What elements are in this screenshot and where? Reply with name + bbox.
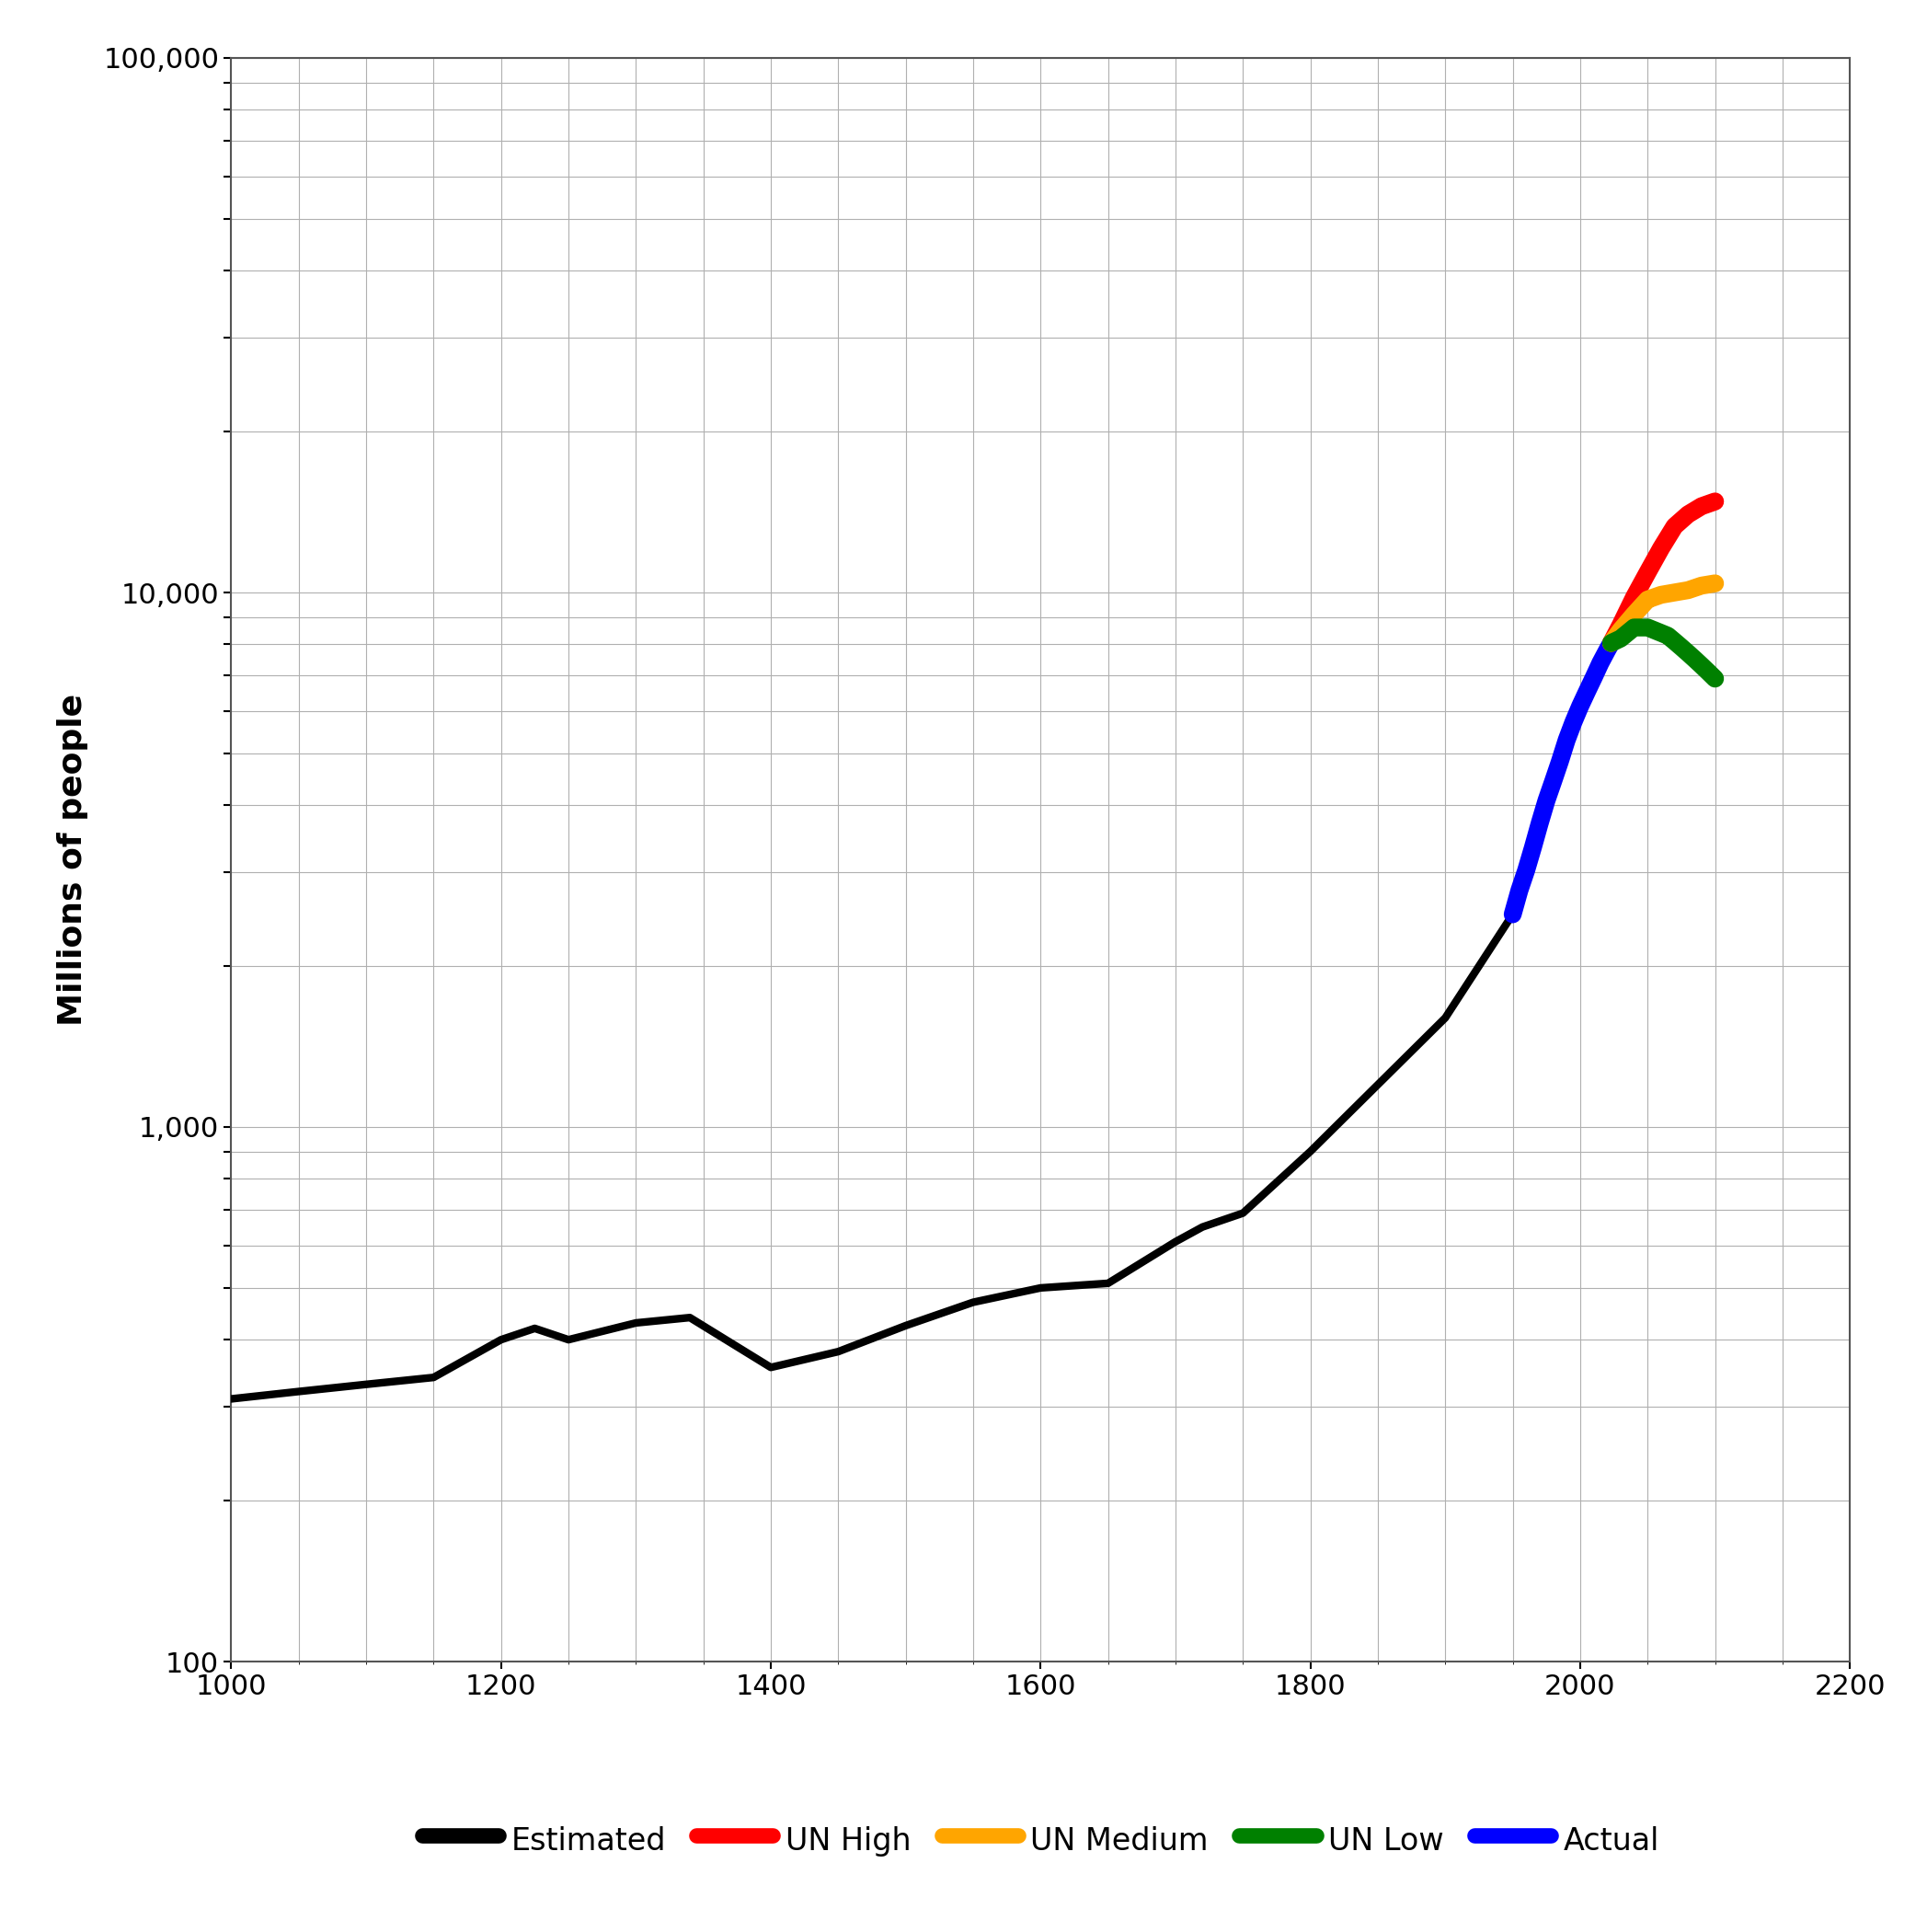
Legend: Estimated, UN High, UN Medium, UN Low, Actual: Estimated, UN High, UN Medium, UN Low, A… [422, 1822, 1659, 1859]
Actual [1555, 728, 1578, 752]
Actual [1534, 788, 1557, 811]
UN Low [1636, 616, 1659, 639]
UN Medium [1663, 582, 1686, 605]
UN Low [1690, 653, 1713, 676]
Estimated [827, 1341, 850, 1364]
UN Low [1676, 641, 1700, 665]
Actual [1549, 750, 1572, 773]
Estimated [1299, 1140, 1322, 1163]
Actual [1569, 696, 1592, 719]
UN High [1636, 560, 1659, 583]
UN Low [1663, 630, 1686, 653]
Actual [1515, 858, 1538, 881]
Estimated [522, 1318, 547, 1341]
UN Medium [1703, 572, 1727, 595]
Estimated [624, 1312, 647, 1335]
Actual [1596, 639, 1619, 663]
Estimated [1191, 1215, 1214, 1238]
UN Medium [1609, 618, 1632, 641]
Estimated [1366, 1072, 1389, 1095]
Line: Estimated: Estimated [231, 914, 1513, 1399]
UN Low [1609, 628, 1632, 651]
Estimated [220, 1387, 243, 1410]
Actual [1599, 632, 1623, 655]
UN Low [1696, 661, 1719, 684]
UN Medium [1623, 603, 1646, 626]
Actual [1576, 680, 1599, 703]
Line: UN High: UN High [1611, 502, 1715, 643]
UN Medium [1676, 578, 1700, 601]
Estimated [557, 1327, 580, 1350]
Estimated [1164, 1231, 1187, 1254]
UN Low [1703, 667, 1727, 690]
Estimated [759, 1356, 782, 1379]
UN Low [1655, 624, 1678, 647]
UN Low [1669, 636, 1692, 659]
Estimated [287, 1379, 310, 1403]
UN Medium [1650, 583, 1673, 607]
Actual [1507, 879, 1530, 902]
UN Medium [1642, 585, 1665, 609]
UN High [1703, 491, 1727, 514]
Actual [1528, 811, 1551, 835]
Actual [1582, 667, 1605, 690]
UN High [1599, 632, 1623, 655]
Estimated [1501, 902, 1524, 925]
Estimated [1231, 1202, 1254, 1225]
UN Low [1599, 632, 1623, 655]
UN Medium [1599, 632, 1623, 655]
Estimated [489, 1327, 513, 1350]
UN High [1650, 537, 1673, 560]
Estimated [422, 1366, 445, 1389]
UN Medium [1690, 574, 1713, 597]
UN Medium [1636, 587, 1659, 611]
UN High [1663, 514, 1686, 537]
Estimated [678, 1306, 701, 1329]
Actual [1501, 902, 1524, 925]
UN Low [1623, 616, 1646, 639]
Estimated [1029, 1277, 1052, 1300]
Actual [1520, 837, 1544, 860]
Line: Actual: Actual [1513, 643, 1611, 914]
Actual [1563, 711, 1586, 734]
Estimated [1096, 1271, 1120, 1294]
UN Low [1684, 647, 1707, 670]
Line: UN Low: UN Low [1611, 628, 1715, 678]
Y-axis label: Millions of people: Millions of people [56, 694, 89, 1026]
Estimated [962, 1291, 985, 1314]
Estimated [1434, 1007, 1457, 1030]
UN High [1690, 495, 1713, 518]
Actual [1542, 769, 1565, 792]
UN High [1676, 502, 1700, 526]
Actual [1588, 651, 1611, 674]
Line: UN Medium: UN Medium [1611, 583, 1715, 643]
UN Low [1650, 622, 1673, 645]
Estimated [355, 1374, 378, 1397]
Estimated [894, 1314, 917, 1337]
UN High [1609, 612, 1632, 636]
UN High [1623, 585, 1646, 609]
